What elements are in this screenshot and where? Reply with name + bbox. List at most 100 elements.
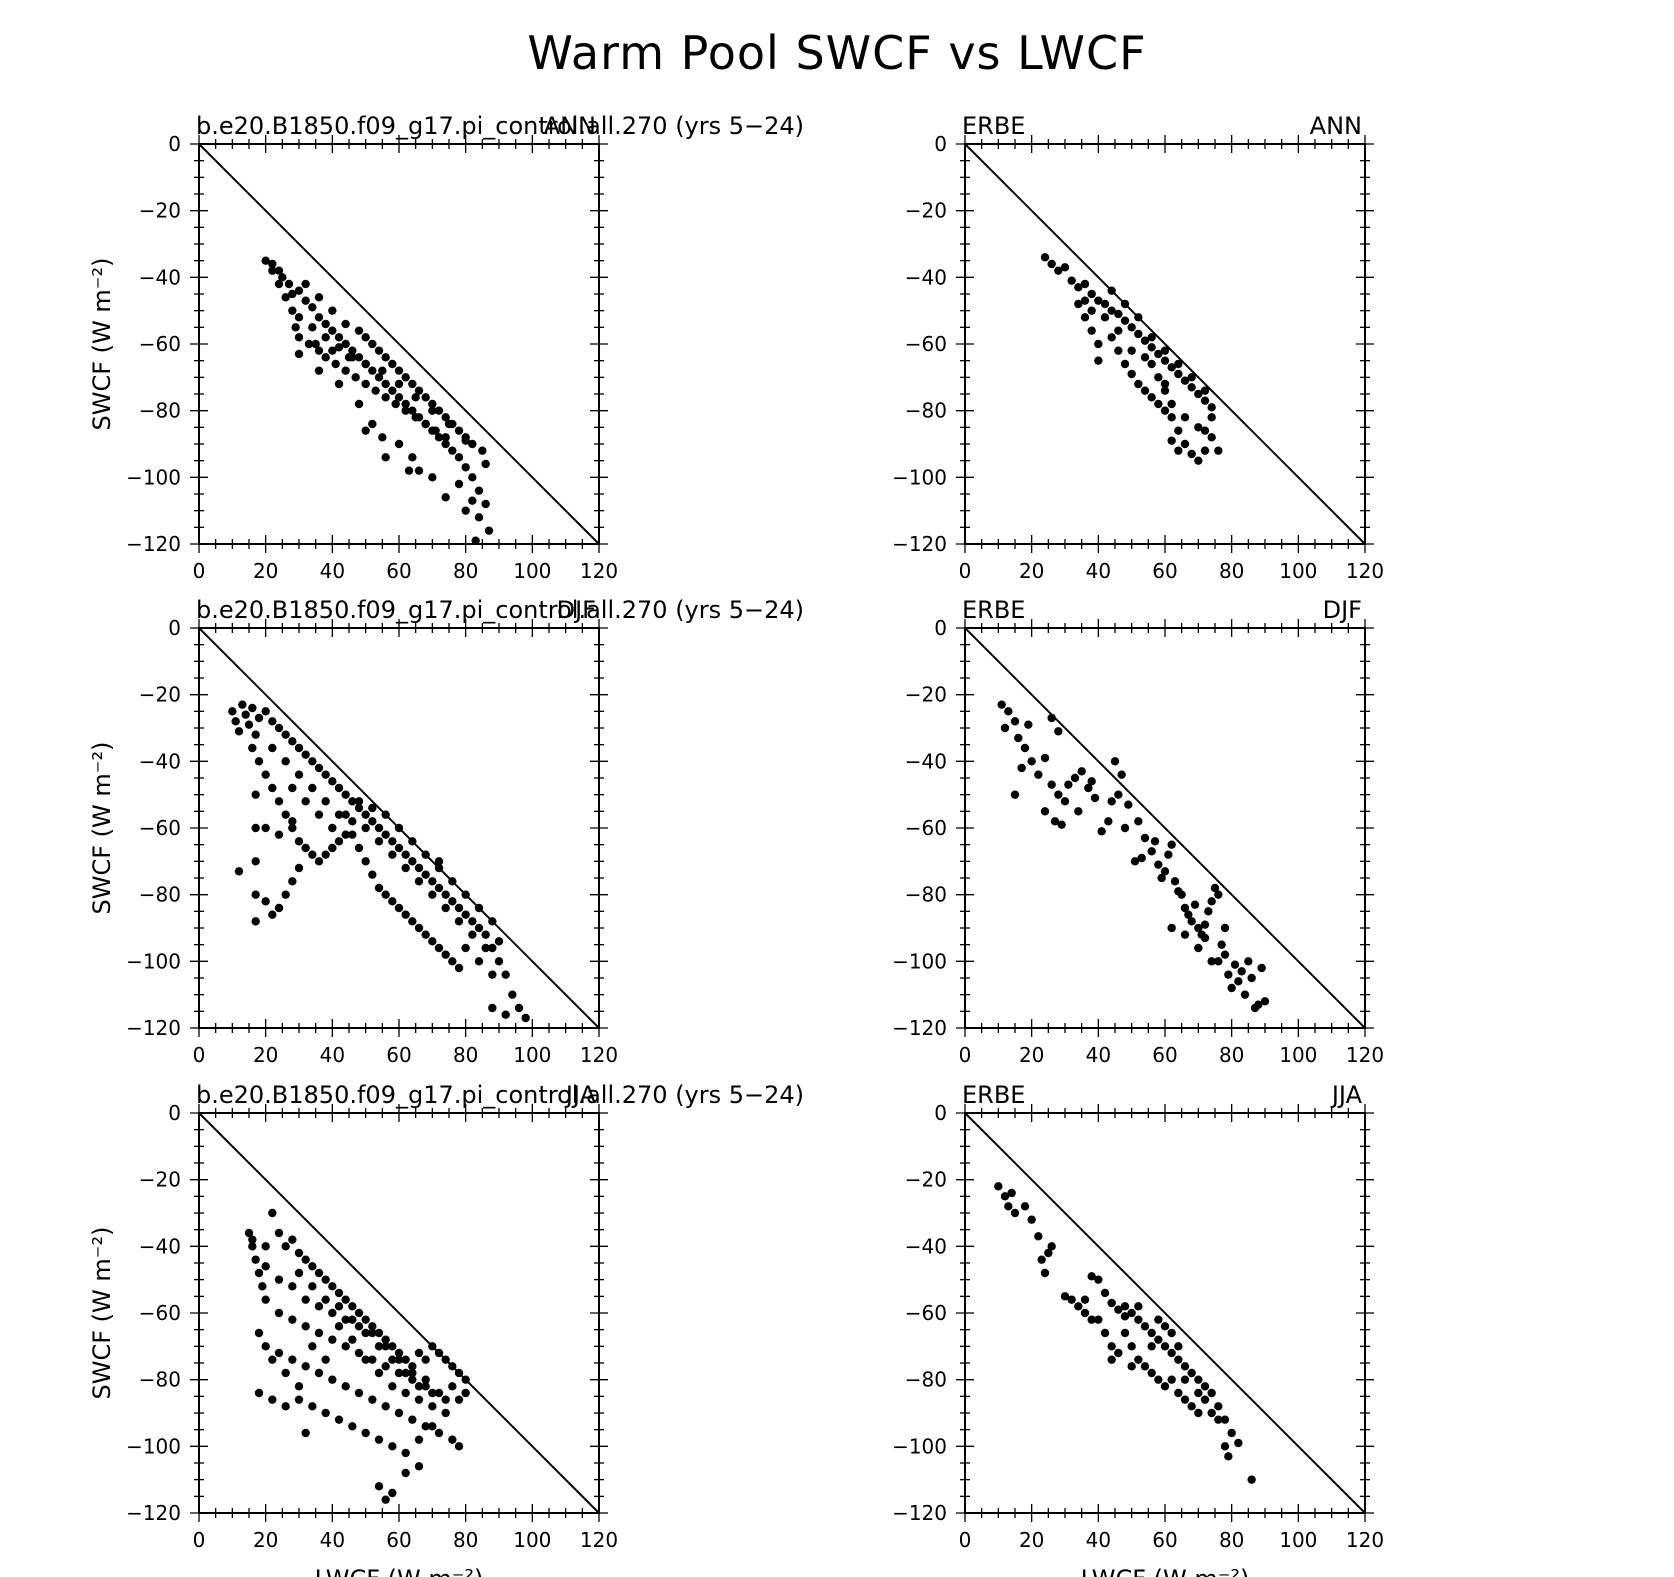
data-point <box>234 727 244 736</box>
data-point <box>1074 283 1083 292</box>
data-point <box>1200 1382 1210 1391</box>
data-point <box>294 333 304 342</box>
data-point <box>404 466 414 475</box>
data-point <box>448 897 457 906</box>
data-point <box>394 1368 404 1378</box>
data-point <box>281 1402 290 1411</box>
data-point <box>471 536 480 545</box>
data-point <box>254 1388 264 1398</box>
data-point <box>434 1388 444 1398</box>
data-point <box>321 333 330 342</box>
data-point <box>261 770 270 779</box>
data-point <box>408 1375 417 1384</box>
data-point <box>1227 1428 1236 1438</box>
panel-right-label: DJF <box>1323 596 1362 624</box>
data-point <box>354 797 364 806</box>
data-point <box>454 917 464 926</box>
panel-left-label: b.e20.B1850.f09_g17.pi_control.all.270 (… <box>196 1081 804 1109</box>
data-point <box>1224 970 1233 979</box>
x-tick-label: 40 <box>320 1528 345 1552</box>
data-point <box>997 700 1006 709</box>
data-point <box>1120 1312 1130 1321</box>
data-point <box>1160 356 1170 365</box>
data-point <box>348 1422 357 1431</box>
data-point <box>308 1402 317 1411</box>
data-point <box>1260 997 1270 1006</box>
data-point <box>468 930 477 939</box>
data-point <box>441 890 450 899</box>
y-tick-label: −120 <box>892 1016 947 1040</box>
data-point <box>1247 1475 1256 1484</box>
data-point <box>354 326 364 335</box>
data-point <box>394 379 404 389</box>
y-tick-label: −40 <box>905 1234 947 1258</box>
data-point <box>348 1302 357 1311</box>
data-point <box>381 393 390 402</box>
data-point <box>428 1422 437 1431</box>
data-point <box>448 1362 457 1371</box>
data-point <box>428 473 437 482</box>
data-point <box>1174 426 1183 435</box>
data-point <box>381 1402 390 1411</box>
data-point <box>521 1013 530 1023</box>
data-point <box>328 1375 337 1384</box>
data-point <box>354 803 364 813</box>
data-point <box>1147 343 1156 352</box>
data-point <box>1134 313 1143 322</box>
data-point <box>248 1242 257 1251</box>
data-point <box>248 743 257 753</box>
data-point <box>1160 379 1170 389</box>
data-point <box>468 439 477 449</box>
data-point <box>1054 266 1063 275</box>
y-tick-label: −60 <box>905 1301 947 1325</box>
data-point <box>1140 353 1150 362</box>
data-point <box>308 323 317 332</box>
data-point <box>1167 413 1176 422</box>
data-point <box>261 897 270 906</box>
data-point <box>314 1368 324 1378</box>
data-point <box>281 890 290 899</box>
x-tick-label: 20 <box>1019 559 1044 583</box>
x-tick-label: 0 <box>193 559 206 583</box>
x-tick-label: 0 <box>959 1528 972 1552</box>
panel-right-label: DJF <box>557 596 596 624</box>
data-point <box>1090 793 1100 803</box>
data-point <box>1207 403 1216 412</box>
data-point <box>474 513 484 522</box>
data-point <box>1140 1322 1150 1331</box>
data-point <box>1160 386 1170 395</box>
panel-left-label: b.e20.B1850.f09_g17.pi_control.all.270 (… <box>196 596 804 624</box>
data-point <box>1114 346 1123 355</box>
x-tick-label: 20 <box>1019 1043 1044 1067</box>
data-point <box>248 1235 257 1244</box>
data-point <box>1207 897 1216 906</box>
data-point <box>314 810 324 819</box>
data-point <box>288 823 297 833</box>
data-point <box>361 1328 370 1338</box>
data-point <box>1130 857 1140 866</box>
data-point <box>321 1295 330 1304</box>
x-tick-label: 80 <box>1219 1043 1244 1067</box>
data-point <box>1200 933 1210 943</box>
data-point <box>238 700 247 709</box>
data-point <box>1067 1295 1076 1304</box>
reference-line <box>964 627 1366 1029</box>
data-point <box>361 1355 370 1364</box>
data-point <box>274 1348 284 1358</box>
data-point <box>374 1328 384 1338</box>
data-point <box>1134 1302 1143 1311</box>
data-point <box>1214 957 1223 966</box>
data-point <box>1194 389 1203 399</box>
data-point <box>1060 797 1070 806</box>
data-point <box>374 373 384 382</box>
data-point <box>441 1395 450 1404</box>
data-point <box>268 717 277 726</box>
data-point <box>454 1442 464 1451</box>
data-point <box>1047 1242 1056 1251</box>
data-point <box>461 943 470 953</box>
data-point <box>441 1408 450 1418</box>
data-point <box>328 777 337 786</box>
data-point <box>341 790 350 799</box>
data-point <box>284 279 294 289</box>
data-point <box>1194 923 1203 933</box>
